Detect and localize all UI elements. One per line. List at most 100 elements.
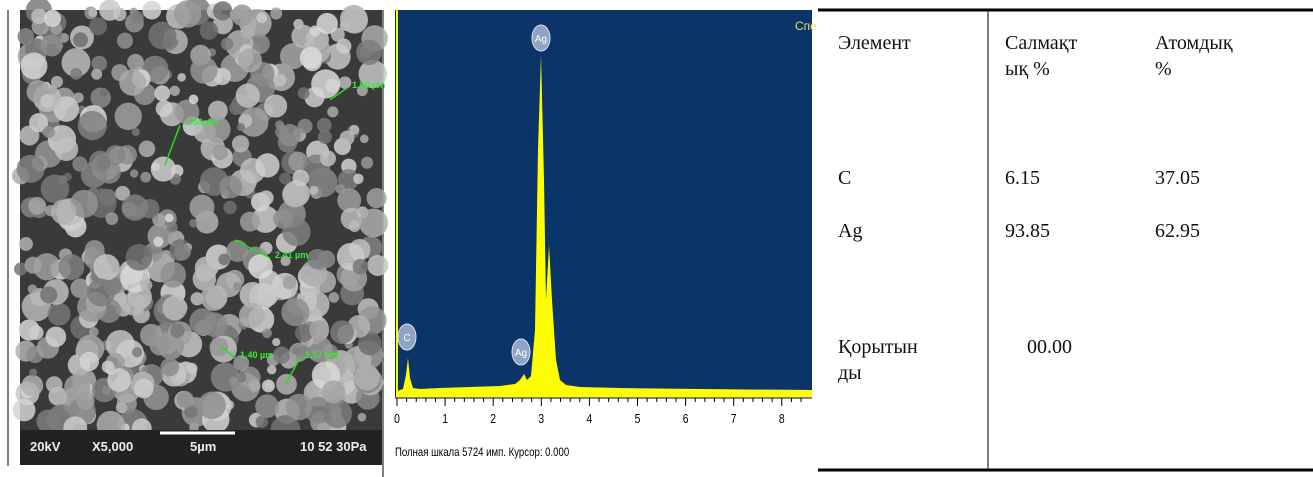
particle (202, 312, 228, 338)
particle (31, 8, 47, 25)
particle (125, 244, 153, 271)
particle (357, 331, 382, 356)
particle (176, 391, 194, 408)
particle (299, 46, 323, 69)
particle (311, 69, 341, 99)
particle (276, 373, 297, 395)
table-header: Атомдық % (1155, 32, 1233, 80)
particle (309, 25, 321, 37)
particle (170, 323, 185, 338)
particle (367, 254, 389, 276)
particle (19, 237, 33, 251)
particle (189, 219, 198, 228)
particle (229, 101, 243, 116)
measure-line (284, 357, 301, 386)
particle (256, 12, 268, 24)
particle (256, 284, 279, 307)
measure-label: 1.58 µm (185, 117, 218, 127)
particle (248, 379, 261, 392)
peak-marker (397, 323, 417, 351)
particle (275, 120, 285, 130)
particle (356, 39, 382, 66)
table-cell: 00.00 (1027, 336, 1072, 358)
particle (45, 326, 67, 348)
peak-marker (511, 338, 531, 366)
particle (316, 117, 332, 133)
particle (361, 156, 374, 169)
particle (166, 221, 178, 233)
particle (160, 261, 187, 288)
particle (70, 278, 90, 299)
particle (338, 76, 352, 89)
particle (40, 286, 58, 304)
x-tick-label: 6 (683, 412, 689, 426)
peak-label: Ag (515, 348, 527, 359)
particle (232, 282, 242, 291)
particle (70, 189, 99, 218)
particle (258, 190, 274, 206)
particle (366, 188, 387, 209)
x-tick-label: 0 (394, 412, 400, 426)
particle (133, 378, 154, 399)
particle (264, 94, 288, 118)
particle (186, 362, 198, 375)
particle (349, 124, 360, 135)
particle (307, 248, 328, 270)
table-header: Элемент (838, 32, 911, 54)
particle (77, 110, 107, 141)
particle (238, 302, 265, 329)
particle (115, 185, 131, 201)
particle (105, 212, 119, 225)
table-cell: 93.85 (1005, 220, 1050, 242)
measure-line (164, 124, 181, 166)
particle (115, 401, 128, 414)
particle (278, 124, 301, 147)
particle (91, 55, 108, 72)
sem-label: X5,000 (92, 439, 133, 454)
particle (195, 263, 214, 283)
particle (131, 127, 140, 137)
particle (29, 368, 38, 377)
particle (33, 253, 61, 281)
particle (24, 256, 42, 274)
particle (219, 175, 243, 199)
particle (337, 169, 359, 191)
particle (54, 137, 79, 161)
particle (174, 243, 191, 261)
particle (107, 368, 132, 392)
particle (40, 34, 63, 57)
spectrum: Ag C Ag Спе 0 1 2 3 4 5 6 7 8 Полная шкала 5724 имп. … (393, 10, 817, 467)
particle (279, 43, 307, 70)
particle (61, 48, 91, 78)
particle (170, 38, 179, 47)
particle (352, 258, 369, 275)
particle (76, 391, 95, 410)
particle (282, 275, 297, 290)
particle (140, 279, 153, 291)
particle (359, 208, 388, 238)
table-cell: Қорытынды (838, 336, 918, 384)
particle (86, 278, 115, 307)
x-tick-label: 2 (490, 412, 496, 426)
particle (208, 100, 228, 121)
particle (29, 113, 49, 133)
particle (236, 123, 246, 132)
particle (173, 0, 202, 28)
particle (292, 169, 310, 187)
measure-line (329, 87, 348, 101)
particle (297, 87, 310, 100)
particle (99, 0, 121, 21)
particle (189, 194, 215, 220)
particle (149, 335, 170, 356)
particle (248, 254, 273, 279)
particle (28, 325, 44, 341)
particle (328, 292, 340, 303)
sem-label: 5µm (190, 439, 216, 454)
particle (45, 376, 63, 393)
particle (190, 56, 218, 84)
axis-area (393, 397, 813, 467)
particle (309, 185, 319, 195)
particle (321, 380, 346, 404)
